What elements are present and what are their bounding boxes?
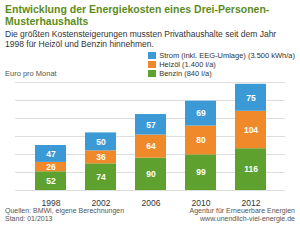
html-text:www.unendlich-viel-energie.de: www.unendlich-viel-energie.de — [200, 215, 295, 222]
svg-text:90: 90 — [146, 169, 156, 179]
svg-text:26: 26 — [46, 162, 56, 172]
svg-text:50: 50 — [96, 137, 106, 147]
svg-text:1998: 1998 — [42, 198, 61, 206]
html-text:Entwicklung der Energiekosten: Entwicklung der Energiekosten eines Drei… — [5, 3, 270, 27]
svg-text:57: 57 — [146, 120, 156, 130]
html-text:Die größten Kostensteigerungen: Die größten Kostensteigerungen mussten P… — [5, 29, 277, 49]
html-text:Stand: 01/2013: Stand: 01/2013 — [5, 215, 53, 222]
svg-text:2010: 2010 — [192, 198, 211, 206]
html-text:Euro pro Monat: Euro pro Monat — [5, 69, 57, 78]
svg-text:74: 74 — [96, 172, 106, 182]
svg-text:47: 47 — [46, 149, 56, 159]
html-text:Strom (inkl. EEG-Umlage) (3.50: Strom (inkl. EEG-Umlage) (3.500 kWh/a) — [159, 51, 295, 60]
svg-text:2006: 2006 — [142, 198, 161, 206]
svg-text:104: 104 — [244, 125, 258, 135]
svg-text:116: 116 — [244, 164, 258, 174]
html-text:Benzin (840 l/a): Benzin (840 l/a) — [159, 69, 212, 78]
svg-text:36: 36 — [96, 152, 106, 162]
svg-text:80: 80 — [196, 135, 206, 145]
svg-text:69: 69 — [196, 108, 206, 118]
html-text:Quellen: BMWi, eigene Berechnu: Quellen: BMWi, eigene Berechnungen — [5, 207, 125, 214]
svg-text:75: 75 — [246, 93, 256, 103]
svg-text:52: 52 — [46, 176, 56, 186]
html-text:Heizöl (1.400 l/a): Heizöl (1.400 l/a) — [159, 60, 216, 69]
svg-text:2012: 2012 — [242, 198, 261, 206]
svg-text:2002: 2002 — [92, 198, 111, 206]
html-text:Agentur für Erneuerbare Energi: Agentur für Erneuerbare Energien — [189, 207, 295, 214]
svg-text:64: 64 — [146, 141, 156, 151]
svg-text:99: 99 — [196, 167, 206, 177]
